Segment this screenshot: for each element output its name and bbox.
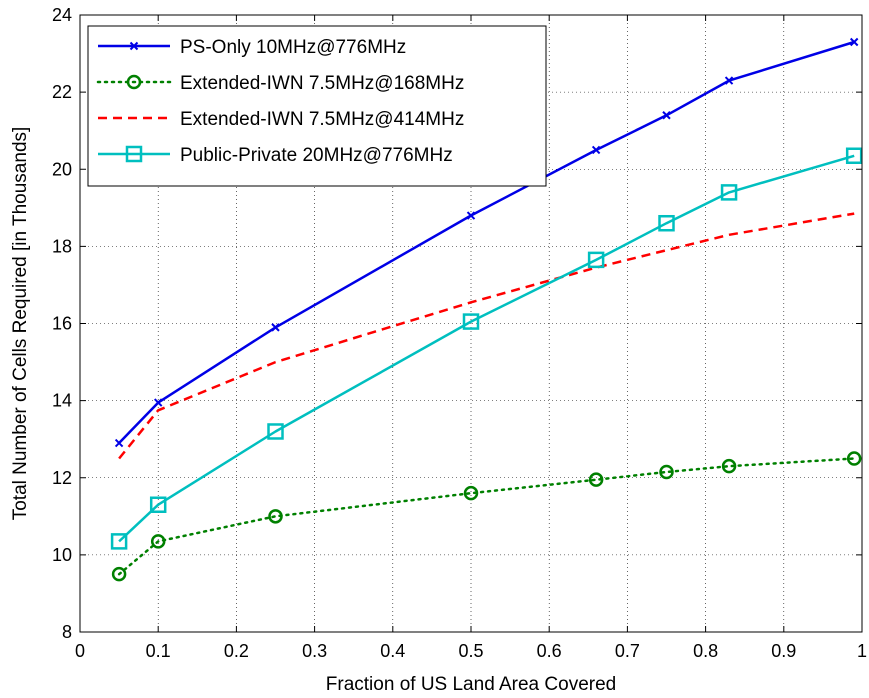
circle-marker bbox=[659, 464, 674, 480]
tick-labels: 0 0.1 0.2 0.3 0.4 0.5 0.6 0.7 0.8 0.9 181012141618… bbox=[52, 5, 867, 661]
square-marker bbox=[267, 423, 284, 440]
x-tick-label: 0.1 bbox=[146, 641, 171, 661]
x-marker bbox=[591, 145, 601, 155]
axes bbox=[79, 14, 863, 633]
x-marker bbox=[114, 438, 124, 448]
y-tick-label: 22 bbox=[52, 82, 72, 102]
y-tick-label: 18 bbox=[52, 236, 72, 256]
x-tick-label: 0.9 bbox=[771, 641, 796, 661]
legend: PS-Only 10MHz@776MHz Extended-IWN 7.5MHz@… bbox=[87, 25, 547, 187]
circle-marker bbox=[588, 472, 604, 487]
grid-lines bbox=[80, 15, 862, 632]
x-tick-label: 0.8 bbox=[693, 641, 718, 661]
legend-box bbox=[87, 25, 547, 187]
circle-marker bbox=[268, 509, 283, 524]
legend-label: Extended-IWN 7.5MHz@414MHz bbox=[180, 109, 464, 130]
square-marker bbox=[845, 147, 863, 165]
x-marker bbox=[724, 76, 734, 85]
legend-label: Extended-IWN 7.5MHz@168MHz bbox=[180, 73, 464, 94]
y-tick-label: 20 bbox=[52, 159, 72, 179]
square-marker bbox=[149, 496, 167, 513]
x-marker bbox=[662, 111, 671, 120]
x-marker bbox=[466, 211, 476, 220]
x-marker bbox=[849, 37, 859, 47]
series-line bbox=[118, 154, 855, 543]
x-tick-label: 0.3 bbox=[302, 641, 327, 661]
circle-marker bbox=[463, 485, 479, 501]
circle-marker bbox=[150, 534, 166, 549]
square-marker bbox=[462, 313, 480, 330]
y-tick-label: 12 bbox=[52, 468, 72, 488]
square-marker bbox=[125, 145, 143, 163]
series-line bbox=[118, 212, 855, 460]
x-axis-title: Fraction of US Land Area Covered bbox=[326, 674, 616, 695]
x-tick-label: 0.6 bbox=[537, 641, 562, 661]
series-4 bbox=[110, 147, 863, 550]
x-tick-label: 0.5 bbox=[458, 641, 483, 661]
legend-item-4: Public-Private 20MHz@776MHz bbox=[98, 145, 453, 166]
y-tick-label: 16 bbox=[52, 314, 72, 334]
y-tick-label: 24 bbox=[52, 5, 72, 25]
x-tick-label: 0 bbox=[75, 641, 85, 661]
x-marker bbox=[153, 398, 163, 407]
x-marker bbox=[271, 323, 280, 332]
y-axis-title: Total Number of Cells Required [in Thous… bbox=[10, 127, 31, 521]
circle-marker bbox=[721, 458, 737, 474]
x-tick-label: 0.7 bbox=[615, 641, 640, 661]
circle-marker bbox=[846, 451, 862, 466]
x-marker bbox=[129, 41, 139, 51]
circle-marker bbox=[111, 566, 127, 582]
x-tick-label: 1 bbox=[857, 641, 867, 661]
legend-item-2: Extended-IWN 7.5MHz@168MHz bbox=[96, 73, 464, 94]
square-marker bbox=[587, 251, 605, 269]
legend-label: PS-Only 10MHz@776MHz bbox=[180, 37, 406, 58]
circle-marker bbox=[126, 74, 142, 90]
x-tick-label: 0.2 bbox=[224, 641, 249, 661]
series-3 bbox=[118, 212, 855, 460]
y-tick-label: 14 bbox=[52, 391, 72, 411]
series-layer bbox=[110, 37, 863, 582]
square-marker bbox=[110, 533, 128, 550]
series-2 bbox=[111, 451, 862, 582]
legend-label: Public-Private 20MHz@776MHz bbox=[180, 145, 453, 166]
series-line bbox=[117, 457, 856, 576]
x-tick-label: 0.4 bbox=[380, 641, 405, 661]
square-marker bbox=[720, 184, 738, 201]
y-tick-label: 8 bbox=[62, 622, 72, 642]
y-tick-label: 10 bbox=[52, 545, 72, 565]
legend-item-1: PS-Only 10MHz@776MHz bbox=[98, 37, 406, 58]
legend-item-3: Extended-IWN 7.5MHz@414MHz bbox=[98, 109, 464, 130]
square-marker bbox=[658, 214, 675, 232]
